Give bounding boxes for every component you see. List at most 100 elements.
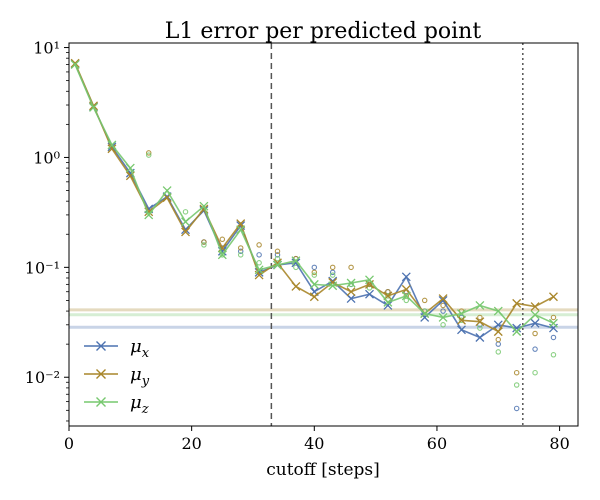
scatter-point-y — [348, 264, 354, 271]
scatter-point-x — [256, 252, 262, 258]
legend-label-x: μx — [130, 336, 150, 361]
legend: μx μy μz — [84, 336, 150, 417]
series-marker-z — [383, 297, 393, 307]
scatter-point-y — [550, 314, 557, 321]
y-tick-label: 10⁰ — [33, 148, 60, 167]
scatter-point-y — [274, 248, 281, 255]
x-tick-label: 40 — [304, 434, 324, 453]
series-marker-z — [107, 140, 117, 150]
scatter-point-y — [329, 264, 336, 271]
series-marker-y — [549, 292, 558, 302]
series-marker-z — [328, 281, 338, 291]
x-tick-label: 60 — [427, 434, 447, 453]
plot-frame — [68, 42, 579, 427]
series-marker-z — [457, 309, 466, 318]
series-marker-z — [125, 163, 135, 173]
series-marker-z — [512, 327, 522, 337]
scatter-point-x — [440, 308, 446, 314]
series-marker-z — [365, 275, 374, 285]
series-marker-x — [401, 272, 411, 282]
series-marker-z — [493, 306, 503, 316]
series-marker-z — [291, 256, 301, 266]
series-marker-z — [273, 260, 282, 270]
series-marker-x — [291, 258, 301, 268]
scatter-point-z — [403, 297, 410, 304]
series-marker-x — [438, 295, 448, 305]
series-marker-y — [475, 317, 485, 327]
scatter-point-z — [550, 352, 557, 358]
scatter-point-z — [256, 260, 262, 266]
legend-label-y: μy — [130, 364, 150, 389]
x-tick-label: 0 — [64, 434, 74, 453]
series-marker-y — [107, 144, 117, 154]
scatter-point-z — [182, 209, 189, 215]
series-marker-x — [475, 333, 485, 342]
series-marker-z — [236, 225, 246, 235]
scatter-point-y — [366, 281, 373, 288]
scatter-point-z — [495, 349, 502, 355]
scatter-point-x — [311, 264, 318, 271]
x-tick-label: 20 — [181, 434, 201, 453]
scatter-point-z — [366, 285, 373, 291]
scatter-point-y — [311, 269, 318, 276]
series-marker-y — [530, 302, 540, 311]
series-marker-z — [420, 309, 430, 318]
series-marker-x — [512, 323, 522, 333]
axis-ticks: 0 20 40 60 80 10⁻² 10⁻¹ 10⁰ 10¹ — [25, 39, 570, 453]
series-marker-z — [401, 291, 411, 301]
series-marker-y — [291, 281, 301, 291]
scatter-point-y — [495, 336, 502, 343]
scatter-point-x — [550, 334, 557, 341]
scatter-point-x — [532, 346, 538, 352]
scatter-point-z — [532, 369, 538, 376]
x-tick-label: 80 — [549, 434, 569, 453]
scatter-point-x — [274, 252, 281, 258]
series-marker-z — [254, 265, 264, 275]
series-marker-y — [493, 327, 503, 337]
series-marker-z — [475, 300, 485, 310]
scatter-point-y — [219, 236, 226, 243]
scatter-point-z — [513, 382, 520, 388]
legend-marker-y — [96, 369, 106, 379]
scatter-point-y — [201, 239, 207, 245]
scatter-point-y — [532, 330, 538, 337]
scatter-point-z — [237, 252, 244, 258]
scatter-point-z — [274, 255, 281, 262]
series-marker-y — [70, 58, 80, 68]
y-tick-label: 10⁻¹ — [25, 258, 60, 277]
scatter-point-x — [495, 341, 502, 347]
series-marker-z — [70, 60, 80, 70]
legend-marker-z — [96, 397, 106, 407]
legend-label-z: μz — [130, 392, 149, 417]
scatter-point-y — [421, 297, 428, 304]
series-marker-y — [401, 284, 411, 294]
series-marker-x — [457, 325, 466, 335]
plot-content — [69, 43, 578, 426]
chart-title: L1 error per predicted point — [165, 19, 482, 44]
scatter-point-y — [237, 245, 244, 251]
series-marker-z — [217, 250, 227, 260]
scatter-point-x — [237, 248, 244, 255]
scatter-point-x — [329, 269, 336, 276]
scatter-point-z — [145, 152, 152, 158]
legend-marker-x — [96, 341, 106, 351]
y-tick-label: 10¹ — [33, 39, 60, 58]
series-marker-x — [383, 300, 393, 310]
series-marker-z — [309, 279, 319, 289]
series-marker-y — [309, 292, 319, 302]
scatter-point-z — [201, 242, 207, 248]
scatter-point-z — [440, 322, 446, 328]
series-marker-y — [438, 294, 448, 304]
scatter-point-y — [256, 242, 262, 248]
y-tick-label: 10⁻² — [25, 368, 60, 387]
series-marker-z — [89, 103, 98, 112]
scatter-point-y — [477, 314, 483, 321]
scatter-point-x — [513, 405, 520, 412]
series-marker-x — [346, 294, 356, 304]
plot-area — [69, 43, 578, 426]
series-marker-z — [144, 210, 154, 220]
series-marker-z — [549, 318, 558, 328]
scatter-point-z — [477, 325, 483, 331]
scatter-point-z — [311, 272, 318, 278]
